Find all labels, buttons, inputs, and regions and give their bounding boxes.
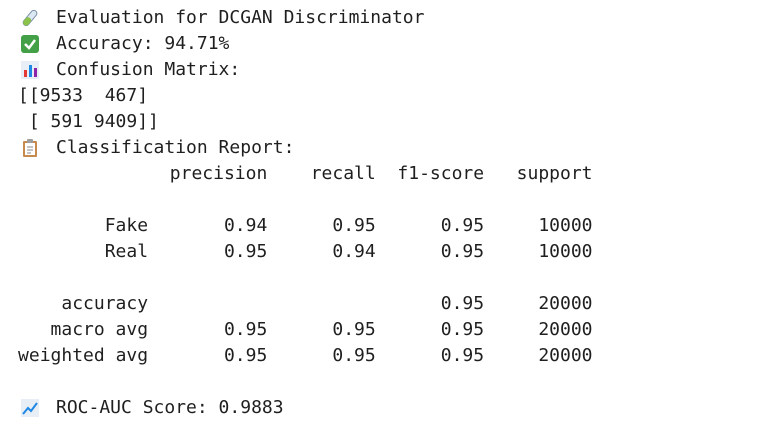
- report-header: precision: [169, 163, 268, 184]
- report-cell: 0.94: [332, 241, 376, 262]
- report-header: recall: [310, 163, 376, 184]
- report-cell: 20000: [538, 319, 593, 340]
- report-cell: 0.95: [440, 293, 485, 314]
- report-cell: 20000: [538, 293, 593, 314]
- report-cell: 10000: [538, 241, 593, 262]
- matrix-row: [ 591 9409]]: [18, 111, 159, 132]
- report-cell: 0.95: [223, 319, 268, 340]
- bar-chart-icon: [21, 61, 39, 79]
- report-cell: 0.95: [223, 345, 268, 366]
- matrix-row: [[9533 467]: [18, 85, 149, 106]
- test-tube-icon: [22, 9, 38, 27]
- report-cell: 0.95: [440, 241, 485, 262]
- report-cell: 0.95: [332, 345, 376, 366]
- accuracy: Accuracy: 94.71%: [56, 33, 230, 54]
- roc-auc: ROC-AUC Score: 0.9883: [56, 397, 284, 418]
- report-cell: 0.95: [223, 241, 268, 262]
- row-label: macro avg: [50, 319, 149, 340]
- chart-up-icon: [21, 399, 39, 417]
- report-header: f1-score: [397, 163, 485, 184]
- report-cell: 10000: [538, 215, 593, 236]
- check-icon: [21, 35, 39, 53]
- report-cell: 0.95: [440, 215, 485, 236]
- report-cell: 0.94: [223, 215, 268, 236]
- title: Evaluation for DCGAN Discriminator: [56, 7, 425, 28]
- row-label: Fake: [104, 215, 149, 236]
- report-label: Classification Report:: [56, 137, 295, 158]
- report-cell: 0.95: [332, 319, 376, 340]
- confusion-label: Confusion Matrix:: [56, 59, 241, 80]
- row-label: accuracy: [61, 293, 149, 314]
- report-cell: 20000: [538, 345, 593, 366]
- row-label: weighted avg: [18, 345, 149, 366]
- report-cell: 0.95: [440, 345, 485, 366]
- report-cell: 0.95: [440, 319, 485, 340]
- clipboard-icon: [23, 139, 37, 157]
- row-label: Real: [104, 241, 149, 262]
- report-cell: 0.95: [332, 215, 376, 236]
- report-header: support: [516, 163, 593, 184]
